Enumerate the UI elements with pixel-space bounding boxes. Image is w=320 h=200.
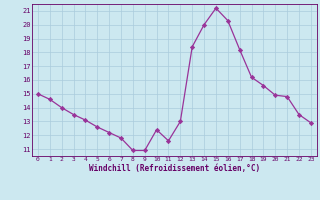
X-axis label: Windchill (Refroidissement éolien,°C): Windchill (Refroidissement éolien,°C) xyxy=(89,164,260,173)
